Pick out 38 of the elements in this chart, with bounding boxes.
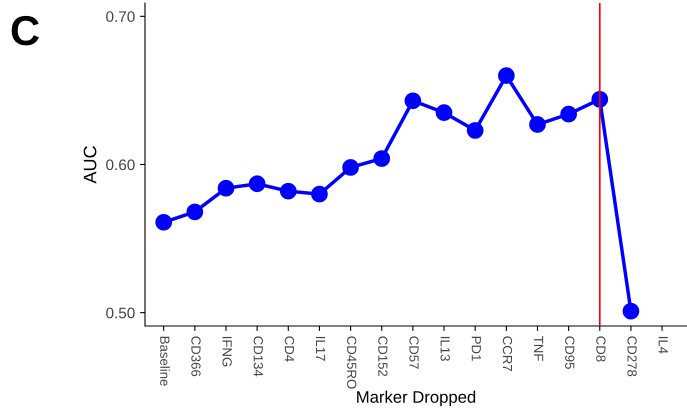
- point: [529, 116, 546, 133]
- point: [280, 182, 297, 200]
- x-tick-label: IL17: [316, 336, 326, 361]
- point: [498, 67, 515, 84]
- point: [248, 175, 266, 192]
- x-tick-label: CD45RO: [347, 336, 356, 389]
- point: [373, 150, 390, 167]
- point: [218, 180, 234, 197]
- point: [186, 204, 204, 220]
- x-tick-label: CD134: [254, 336, 263, 376]
- x-tick-label: CCR7: [502, 336, 512, 371]
- x-tick-label: PD1: [472, 336, 481, 361]
- point: [436, 104, 452, 121]
- y-tick-label: 0.70: [106, 11, 135, 22]
- x-tick-label: CD57: [409, 336, 419, 369]
- x-tick-label: CD95: [565, 336, 574, 369]
- point: [560, 106, 577, 122]
- point: [155, 214, 172, 231]
- x-tick-label: CD366: [191, 336, 201, 376]
- text: C: [12, 16, 39, 46]
- y-axis-title: AUC: [84, 146, 96, 184]
- point: [622, 302, 640, 320]
- x-tick-label: CD278: [627, 336, 637, 376]
- point: [466, 122, 484, 139]
- x-axis-title: Marker Dropped: [357, 390, 476, 406]
- point: [311, 186, 328, 202]
- x-tick-label: IL13: [440, 336, 450, 361]
- point: [404, 92, 422, 110]
- x-tick-label: Baseline: [160, 336, 170, 386]
- x-tick-label: IFNG: [222, 336, 232, 366]
- x-tick-label: TNF: [534, 336, 544, 361]
- y-tick-label: 0.50: [106, 308, 135, 318]
- point: [342, 159, 359, 176]
- x-tick-label: CD8: [596, 336, 606, 362]
- x-tick-label: CD4: [284, 336, 294, 362]
- x-tick-label: CD152: [378, 336, 388, 376]
- x-tick-label: IL4: [658, 336, 668, 354]
- y-tick-label: 0.60: [106, 159, 135, 170]
